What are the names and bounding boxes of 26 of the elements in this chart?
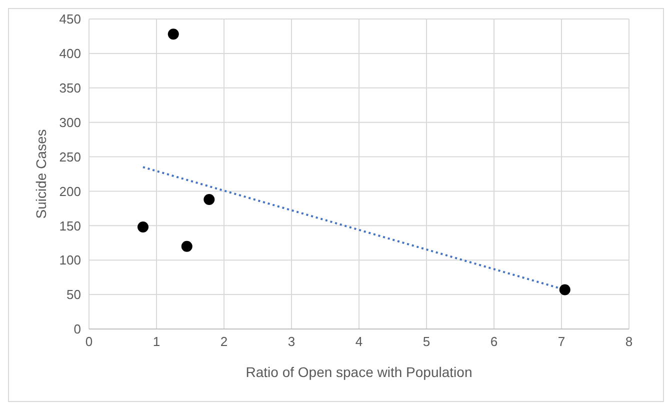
y-tick-label: 350 (59, 80, 81, 96)
y-tick-label: 300 (59, 114, 81, 130)
x-tick-label: 2 (220, 334, 228, 350)
x-tick-label: 3 (288, 334, 296, 350)
y-tick-label: 200 (59, 184, 81, 199)
y-tick-label: 250 (59, 149, 81, 164)
x-tick-label: 8 (625, 334, 633, 350)
point (181, 240, 192, 252)
y-tick-label: 450 (59, 12, 81, 27)
x-tick-label: 4 (355, 334, 363, 350)
point (204, 194, 215, 205)
y-tick-label: 150 (59, 218, 81, 234)
point (138, 222, 148, 233)
x-tick-label: 6 (490, 334, 498, 350)
x-tick-label: 7 (558, 334, 566, 350)
x-tick-label: 0 (85, 334, 93, 350)
y-axis-title: Suicide Cases (32, 129, 49, 219)
y-tick-label: 50 (66, 287, 81, 302)
x-tick-label: 1 (152, 334, 160, 350)
x-axis-title: Ratio of Open space with Population (246, 364, 472, 380)
point (168, 28, 179, 40)
y-tick-label: 400 (59, 46, 81, 62)
point (559, 284, 570, 296)
x-tick-label: 5 (422, 334, 430, 350)
y-tick-label: 100 (59, 252, 81, 268)
y-tick-label: 0 (74, 322, 81, 337)
